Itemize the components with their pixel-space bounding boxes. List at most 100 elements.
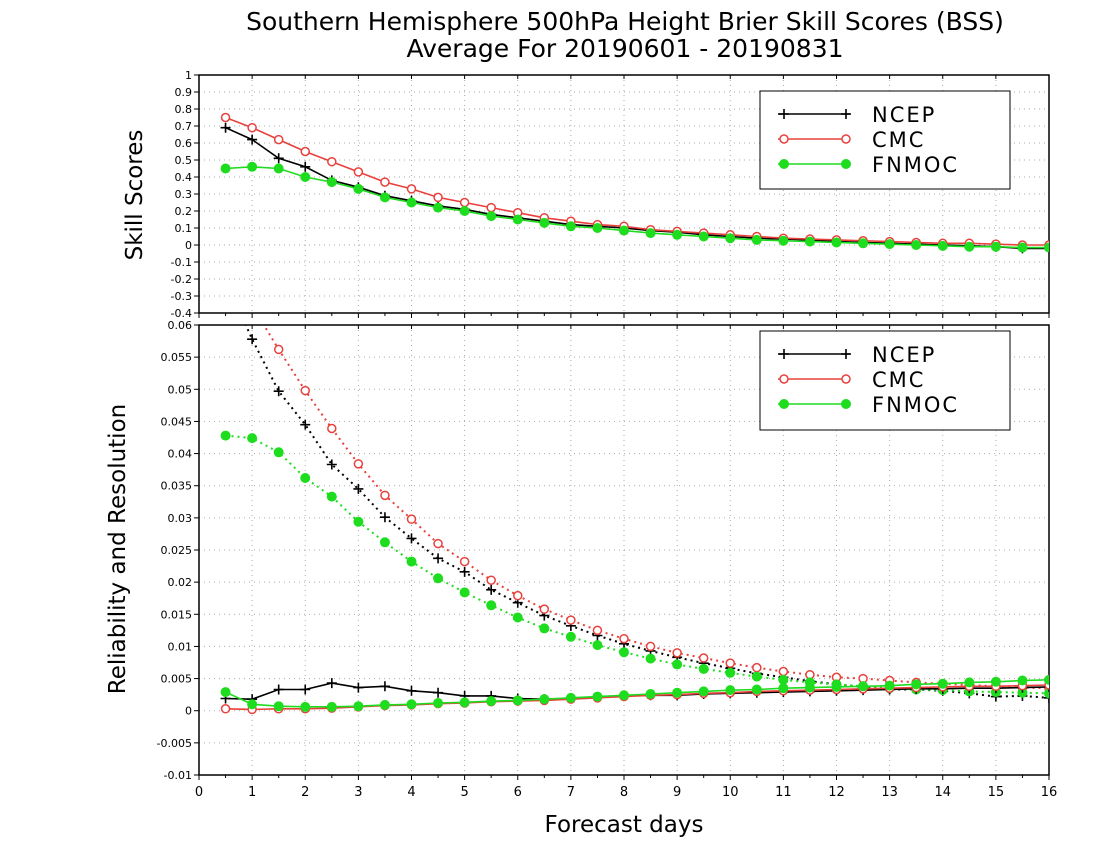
cmc-resolution-point [592, 625, 603, 636]
fnmoc-resolution-point [565, 631, 576, 642]
y-tick-label: 0.02 [168, 576, 193, 589]
y-tick-label: 0.2 [175, 205, 193, 218]
ncep-resolution-point [379, 512, 390, 523]
cmc-resolution-point [513, 590, 523, 601]
cmc-resolution-point [672, 648, 682, 658]
y-tick-label: 0.04 [168, 448, 193, 461]
fnmoc-point [645, 228, 656, 239]
y-tick-label: 0.5 [175, 154, 193, 167]
fnmoc-reliability-point [326, 701, 337, 712]
legend-box [759, 90, 1011, 190]
x-axis-label: Forecast days [545, 812, 704, 838]
legend-label-ncep: NCEP [872, 343, 936, 367]
y-tick-label: 0.025 [161, 544, 193, 557]
fnmoc-point [990, 241, 1001, 252]
y-tick-label: -0.4 [171, 307, 192, 320]
x-tick-label: 5 [460, 785, 468, 800]
gridlines-top [199, 75, 1049, 313]
fnmoc-reliability-point [804, 682, 815, 693]
fnmoc-point [353, 183, 364, 194]
ncep-resolution-point [486, 584, 497, 595]
y-tick-label: 0.1 [175, 222, 193, 235]
y-tick-label: 0.9 [175, 86, 193, 99]
fnmoc-resolution-point [725, 667, 736, 678]
cmc-resolution-point [222, 225, 230, 233]
legend-marker [779, 349, 789, 359]
fnmoc-point [486, 211, 497, 222]
cmc-point [486, 202, 496, 213]
x-tick-label: 8 [620, 785, 628, 800]
fnmoc-point [778, 235, 789, 246]
y-tick-label: 0.4 [175, 171, 193, 184]
y-tick-label: 0.06 [168, 319, 193, 332]
y-tick-label: -0.01 [164, 769, 192, 782]
fnmoc-point [592, 223, 603, 233]
y-tick-label: -0.2 [171, 273, 192, 286]
fnmoc-reliability-point [565, 692, 576, 703]
fnmoc-point [459, 206, 470, 216]
fnmoc-point [937, 240, 948, 251]
fnmoc-resolution-point [539, 623, 550, 634]
cmc-resolution-point [539, 604, 550, 614]
skill-scores-panel: -0.4 -0.3 -0.2 -0.1 0 0.1 0.2 0.3 0.4 0.5 0.6 0.7 0.… [171, 69, 1050, 320]
x-tick-label: 12 [828, 785, 845, 800]
ncep-reliability-point [433, 687, 444, 698]
fnmoc-reliability-point [300, 701, 311, 712]
cmc-reliability-point [220, 704, 231, 714]
y-tick-label: 0.055 [161, 351, 193, 364]
fnmoc-reliability-point [884, 680, 895, 691]
fnmoc-resolution-point [433, 573, 444, 584]
fnmoc-resolution-point [273, 447, 284, 458]
fnmoc-reliability-point [937, 678, 948, 689]
fnmoc-point [804, 236, 815, 247]
fnmoc-resolution-line [225, 434, 1049, 695]
fnmoc-reliability-point [1017, 675, 1028, 686]
legend-marker [779, 374, 789, 384]
legend-marker [841, 374, 851, 384]
series-bottom [220, 225, 1049, 715]
fnmoc-point [300, 172, 311, 182]
series-top [220, 112, 1049, 254]
cmc-resolution-point [353, 459, 364, 469]
fnmoc-reliability-point [273, 701, 284, 712]
fnmoc-point [565, 221, 576, 232]
cmc-resolution-point [645, 641, 656, 652]
ncep-resolution-point [433, 553, 444, 564]
cmc-point [300, 146, 310, 157]
y-tick-label: 0.05 [168, 383, 193, 396]
fnmoc-reliability-point [1044, 674, 1049, 685]
x-tick-label: 15 [988, 785, 1005, 800]
x-tick-label: 9 [673, 785, 681, 800]
fnmoc-reliability-point [858, 681, 869, 692]
cmc-point [327, 156, 337, 167]
fnmoc-point [247, 161, 258, 172]
x-tick-label: 14 [934, 785, 951, 800]
y-tick-label: 0 [185, 239, 192, 252]
cmc-resolution-line [262, 325, 1049, 690]
fnmoc-resolution-point [247, 433, 258, 444]
y-tick-label: -0.005 [157, 737, 192, 750]
cmc-point [247, 122, 257, 133]
chart-title-line1: Southern Hemisphere 500hPa Height Brier … [246, 7, 1004, 36]
legend-marker [841, 399, 851, 409]
cmc-resolution-point [725, 658, 735, 668]
cmc-point [353, 167, 364, 177]
ncep-reliability-point [326, 678, 337, 689]
fnmoc-reliability-point [512, 695, 523, 706]
fnmoc-point [884, 239, 895, 250]
cmc-resolution-point [300, 385, 310, 396]
fnmoc-reliability-point [459, 697, 470, 708]
fnmoc-reliability-point [990, 676, 1001, 687]
fnmoc-reliability-point [751, 684, 762, 695]
cmc-point [406, 184, 417, 194]
ncep-resolution-point [406, 533, 417, 544]
legend-marker [841, 134, 851, 144]
fnmoc-point [406, 197, 417, 208]
fnmoc-point [326, 177, 337, 188]
fnmoc-resolution-point [778, 674, 789, 685]
x-tick-label: 7 [567, 785, 575, 800]
ncep-resolution-point [300, 419, 311, 430]
legend-label-ncep: NCEP [872, 103, 936, 127]
ncep-reliability-point [379, 681, 390, 692]
fnmoc-point [619, 225, 629, 236]
